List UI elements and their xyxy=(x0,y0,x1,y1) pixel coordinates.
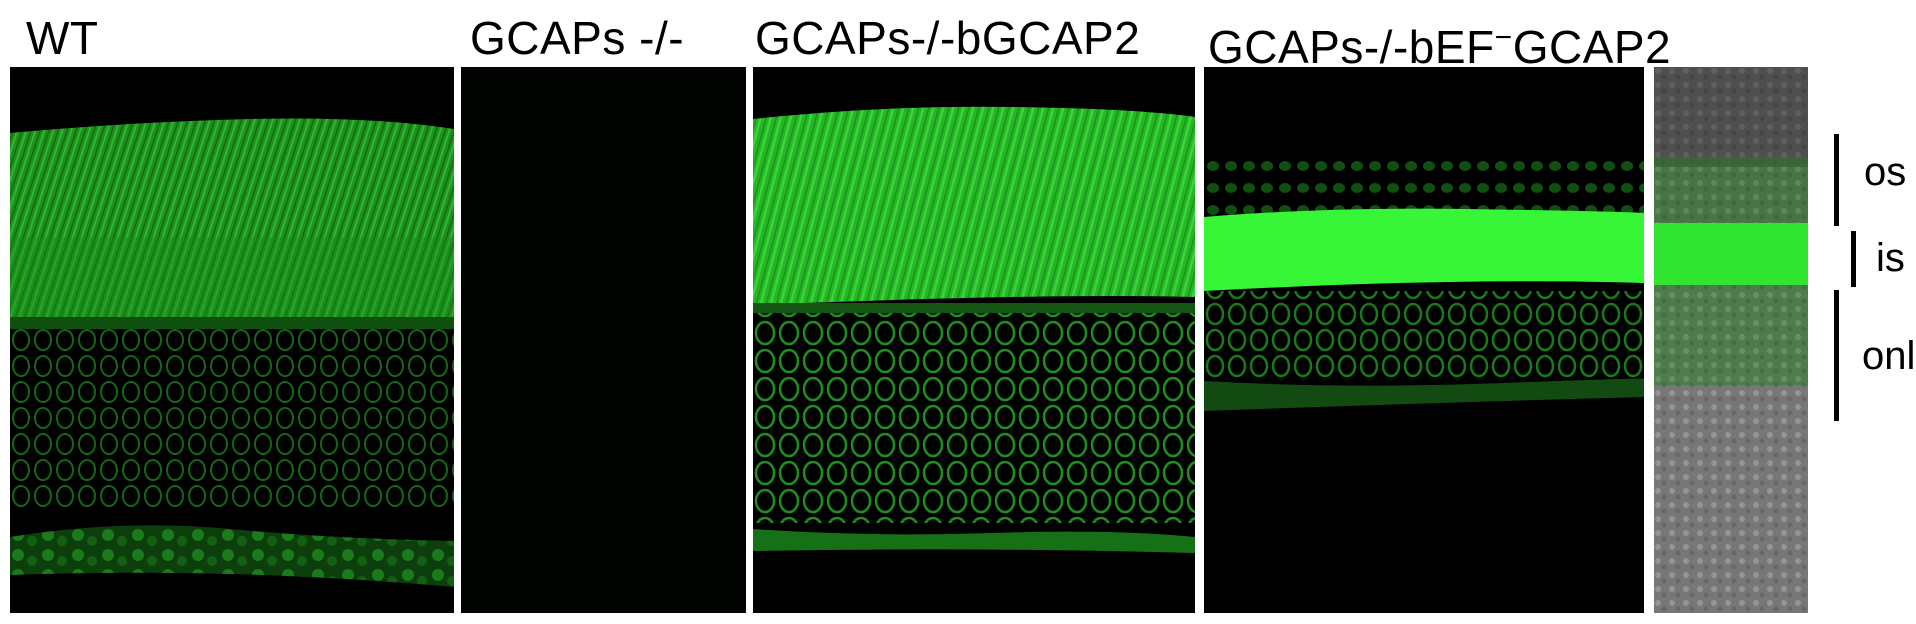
layer-label-os: os xyxy=(1864,150,1907,194)
scale-bar-is xyxy=(1851,231,1856,287)
micrograph-gcaps-bef-gcap2 xyxy=(1204,67,1644,613)
title-wt: WT xyxy=(26,12,99,64)
layer-label-is: is xyxy=(1876,236,1905,280)
scale-bar-os xyxy=(1834,134,1839,226)
title-gcaps-knockout: GCAPs -/- xyxy=(470,12,685,64)
title-bef-superscript: − xyxy=(1494,21,1513,54)
micrograph-overlay xyxy=(1654,67,1808,613)
layer-label-onl: onl xyxy=(1862,334,1916,378)
micrograph-wt xyxy=(10,67,454,613)
title-gcaps-bgcap2: GCAPs-/-bGCAP2 xyxy=(755,12,1141,64)
title-gcaps-bef-gcap2: GCAPs-/-bEF−GCAP2 xyxy=(1208,10,1671,75)
scale-bar-onl xyxy=(1834,290,1839,421)
micrograph-gcaps-bgcap2 xyxy=(753,67,1195,613)
micrograph-gcaps-knockout xyxy=(461,67,746,613)
title-bef-suffix: GCAP2 xyxy=(1512,21,1672,73)
title-bef-prefix: GCAPs-/-bEF xyxy=(1208,21,1495,73)
